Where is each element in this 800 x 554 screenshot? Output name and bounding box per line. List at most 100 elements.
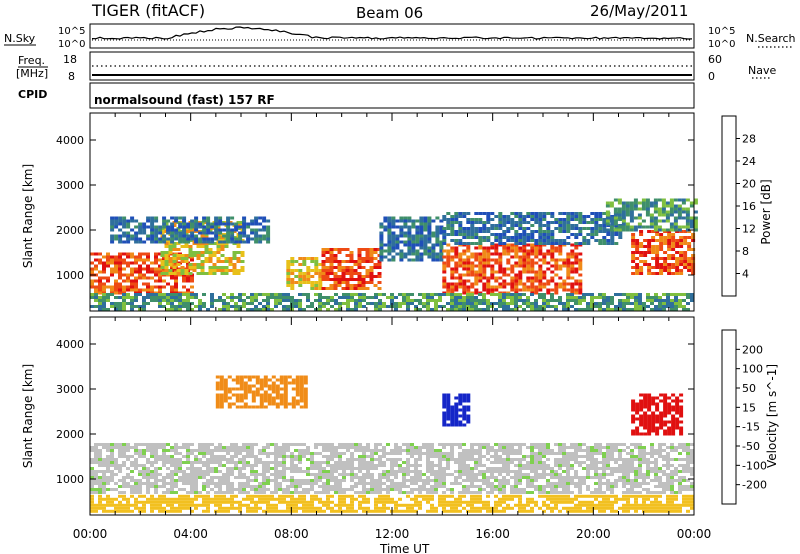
velocity-cell-r0 [690, 473, 694, 476]
power-cell-r10 [186, 302, 190, 305]
velocity-cell-r0 [246, 443, 250, 446]
power-cell-r4 [321, 254, 326, 257]
velocity-cell-r0 [206, 452, 210, 455]
power-cell-r6 [494, 276, 499, 280]
power-cell-r7 [474, 230, 479, 233]
velocity-cell-r0 [242, 455, 246, 458]
power-cell-r2 [238, 237, 243, 241]
velocity-cell-r0 [338, 473, 342, 476]
power-cell-r8 [691, 236, 696, 239]
power-cell-r7 [594, 224, 599, 227]
velocity-cell-r0 [174, 446, 178, 449]
velocity-cell-r0 [106, 488, 110, 491]
velocity-cell-r0 [482, 443, 486, 446]
power-cell-r7 [454, 239, 459, 242]
power-cell-r9 [637, 225, 642, 229]
velocity-cell-r0 [470, 479, 474, 482]
power-cell-r10 [470, 308, 474, 311]
power-cell-r0 [146, 285, 150, 289]
power-cell-r10 [634, 299, 638, 302]
power-cell-r6 [562, 258, 567, 262]
power-cell-r0 [114, 258, 118, 262]
velocity-cell-r0 [182, 443, 186, 446]
power-cell-r6 [514, 282, 519, 286]
velocity-cell-r0 [614, 479, 618, 482]
power-cell-r8 [683, 260, 688, 263]
velocity-cell-r0 [586, 455, 590, 458]
power-cell-r7 [574, 227, 579, 230]
power-cell-r2 [262, 219, 267, 223]
power-cell-r10 [294, 305, 298, 308]
velocity-cell-r0 [654, 464, 658, 467]
velocity-cell-r0 [150, 461, 154, 464]
power-cell-r9 [653, 222, 658, 226]
power-cell-r6 [514, 279, 519, 283]
power-cell-r0 [142, 267, 146, 271]
velocity-cell-r0 [494, 470, 498, 473]
power-cell-r10 [98, 299, 102, 302]
power-cell-r2 [242, 225, 247, 229]
power-cell-r10 [394, 308, 398, 311]
velocity-cell-r0 [462, 461, 466, 464]
velocity-cell-r0 [238, 476, 242, 479]
power-cell-r9 [641, 201, 646, 205]
velocity-cell-r0 [386, 491, 390, 494]
power-cell-r2 [258, 237, 263, 241]
power-cell-r2 [150, 237, 155, 241]
velocity-cell-r0 [466, 491, 470, 494]
velocity-cell-r0 [574, 470, 578, 473]
power-cell-r0 [106, 276, 110, 280]
velocity-cell-r0 [142, 470, 146, 473]
power-cell-r9 [625, 225, 630, 229]
velocity-cell-r0 [530, 449, 534, 452]
power-cell-r2 [238, 234, 243, 238]
power-cell-r10 [358, 293, 362, 296]
velocity-cell-r1 [186, 497, 190, 501]
power-cell-r2 [126, 237, 131, 241]
velocity-cell-r0 [190, 491, 194, 494]
power-cell-r10 [522, 308, 526, 311]
velocity-cell-r0 [114, 464, 118, 467]
velocity-cell-r1 [158, 497, 162, 501]
velocity-cell-r0 [122, 446, 126, 449]
velocity-cell-r0 [278, 482, 282, 485]
velocity-cell-r1 [130, 509, 134, 513]
power-cell-r2 [162, 219, 167, 223]
velocity-cell-r0 [338, 491, 342, 494]
power-cell-r1 [184, 245, 189, 248]
velocity-cell-r1 [194, 506, 198, 510]
power-cell-r1 [164, 269, 169, 272]
power-cell-r6 [486, 261, 491, 265]
power-cell-r10 [114, 308, 118, 311]
power-cell-r6 [486, 255, 491, 259]
power-cell-r6 [506, 246, 511, 250]
power-cell-r10 [102, 293, 106, 296]
power-cell-r10 [338, 296, 342, 299]
power-cell-r7 [618, 236, 623, 239]
velocity-cell-r0 [90, 491, 94, 494]
velocity-cell-r0 [506, 482, 510, 485]
velocity-cell-r0 [654, 485, 658, 488]
velocity-cell-r0 [402, 467, 406, 470]
velocity-cell-r1 [118, 503, 122, 507]
velocity-cell-r0 [410, 455, 414, 458]
power-cell-r6 [486, 252, 491, 256]
power-cell-r0 [94, 288, 98, 292]
velocity-cell-r0 [118, 467, 122, 470]
power-cell-r10 [466, 293, 470, 296]
power-cell-r6 [550, 255, 555, 259]
velocity-cell-r0 [426, 470, 430, 473]
velocity-cell-r0 [206, 461, 210, 464]
power-cell-r10 [670, 305, 674, 308]
power-cell-r6 [522, 270, 527, 274]
power-cell-r8 [631, 266, 636, 269]
power-cell-r1 [196, 254, 201, 257]
velocity-cell-r0 [654, 476, 658, 479]
power-cell-r1 [208, 251, 213, 254]
power-cell-r8 [655, 263, 660, 266]
power-cell-r10 [526, 302, 530, 305]
velocity-cell-r0 [426, 467, 430, 470]
power-cell-r0 [162, 285, 166, 289]
velocity-cell-r0 [150, 449, 154, 452]
velocity-cell-r0 [538, 446, 542, 449]
